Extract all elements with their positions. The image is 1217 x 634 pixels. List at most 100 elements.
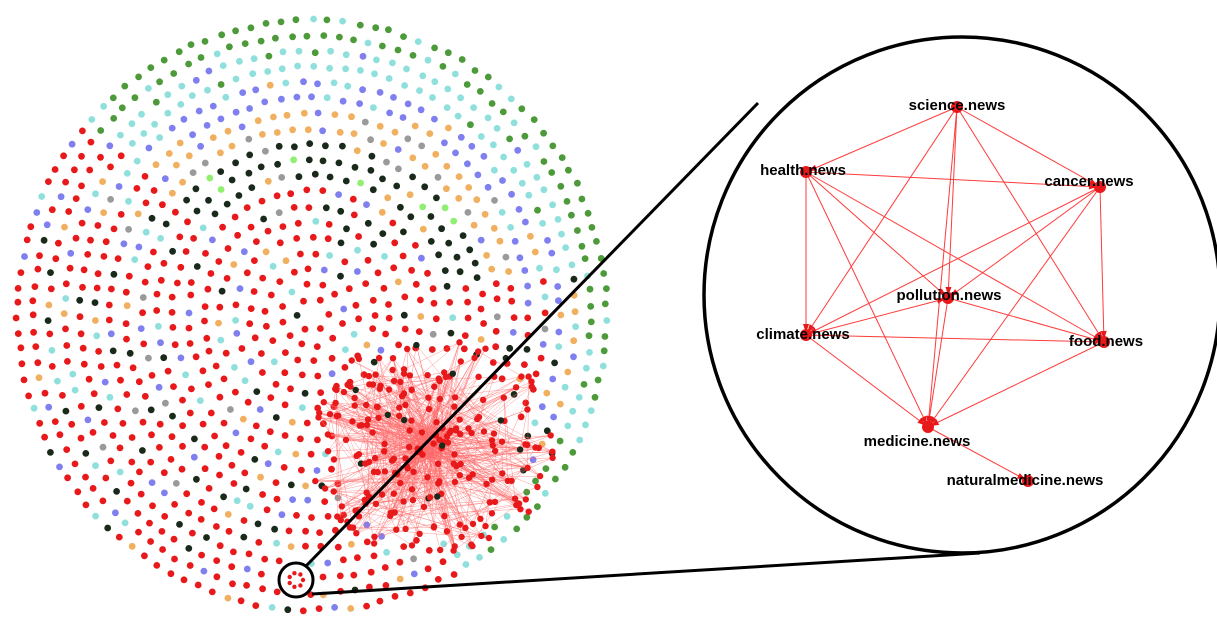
network-node <box>336 572 344 580</box>
network-node <box>426 130 434 138</box>
network-node <box>584 209 592 217</box>
network-node <box>452 149 459 157</box>
network-node <box>36 252 43 260</box>
network-node <box>112 509 119 517</box>
network-node <box>167 456 175 463</box>
network-node <box>48 347 56 354</box>
network-node <box>194 581 202 589</box>
hub-node <box>397 479 404 487</box>
network-node <box>102 474 110 482</box>
network-node <box>165 150 173 157</box>
network-node <box>578 195 586 203</box>
network-node <box>585 332 593 340</box>
network-node <box>391 128 399 136</box>
network-node <box>238 123 246 131</box>
hub-edge <box>405 453 426 529</box>
network-node <box>433 194 440 202</box>
network-node <box>264 177 272 185</box>
network-node <box>41 389 49 397</box>
network-node <box>35 374 43 382</box>
network-node <box>312 250 320 258</box>
network-node <box>139 294 147 301</box>
network-node <box>507 224 514 231</box>
network-node <box>417 296 424 304</box>
network-node <box>241 469 249 477</box>
network-node <box>328 370 336 378</box>
network-node <box>518 105 526 113</box>
network-node <box>347 540 355 548</box>
network-node <box>350 36 357 44</box>
network-node <box>324 559 332 567</box>
network-node <box>141 278 149 286</box>
network-node <box>30 404 38 412</box>
hub-edge <box>366 463 439 493</box>
network-node <box>82 473 89 481</box>
zoom-source-node <box>300 577 306 583</box>
network-node <box>151 120 159 128</box>
network-node <box>259 585 266 593</box>
hub-node <box>333 382 340 390</box>
hub-edge <box>337 453 425 517</box>
hub-node <box>402 525 409 533</box>
network-node <box>450 571 458 578</box>
network-node <box>477 336 485 343</box>
network-node <box>141 392 149 400</box>
network-node <box>270 113 277 121</box>
network-node <box>496 237 504 245</box>
network-node <box>144 263 152 270</box>
network-node <box>64 358 71 365</box>
hub-edge <box>437 409 528 444</box>
network-node <box>572 323 579 331</box>
network-node <box>278 511 286 519</box>
network-node <box>153 562 161 569</box>
network-node <box>395 165 402 173</box>
network-node <box>308 514 315 521</box>
network-node <box>62 295 70 302</box>
network-node <box>488 100 496 107</box>
network-node <box>267 291 275 299</box>
hub-node <box>389 366 396 374</box>
network-node <box>240 517 248 524</box>
network-node <box>376 89 384 96</box>
hub-edge <box>436 397 504 423</box>
network-node <box>287 543 295 550</box>
zoom-label-cancer: cancer.news <box>1044 173 1133 190</box>
hub-node <box>375 354 383 362</box>
network-node <box>315 605 323 612</box>
network-node <box>285 527 293 535</box>
network-node <box>198 551 206 559</box>
network-node <box>466 246 474 254</box>
network-node <box>295 47 303 55</box>
hub-node <box>511 495 519 502</box>
network-node <box>363 201 370 209</box>
network-node <box>239 415 247 423</box>
network-node <box>187 279 195 286</box>
network-node <box>549 201 556 209</box>
network-node <box>385 75 393 82</box>
network-node <box>29 297 37 305</box>
network-node <box>74 488 82 496</box>
network-node <box>582 421 589 429</box>
network-node <box>510 314 518 321</box>
network-node <box>156 134 164 142</box>
network-node <box>182 248 190 255</box>
network-node <box>337 207 345 215</box>
network-node <box>510 119 518 127</box>
network-node <box>149 502 156 510</box>
network-node <box>67 249 75 257</box>
network-node <box>228 563 236 571</box>
network-node <box>447 329 455 337</box>
network-node <box>337 239 345 247</box>
network-node <box>238 345 246 352</box>
hub-node <box>349 524 357 531</box>
network-node <box>31 283 39 290</box>
network-node <box>275 557 283 565</box>
network-node <box>312 217 320 225</box>
network-node <box>329 334 337 342</box>
network-node <box>445 239 453 247</box>
hub-node <box>369 429 376 436</box>
hub-edge <box>417 451 553 458</box>
hub-node <box>405 443 413 451</box>
network-node <box>259 491 266 498</box>
hub-node <box>425 394 432 401</box>
